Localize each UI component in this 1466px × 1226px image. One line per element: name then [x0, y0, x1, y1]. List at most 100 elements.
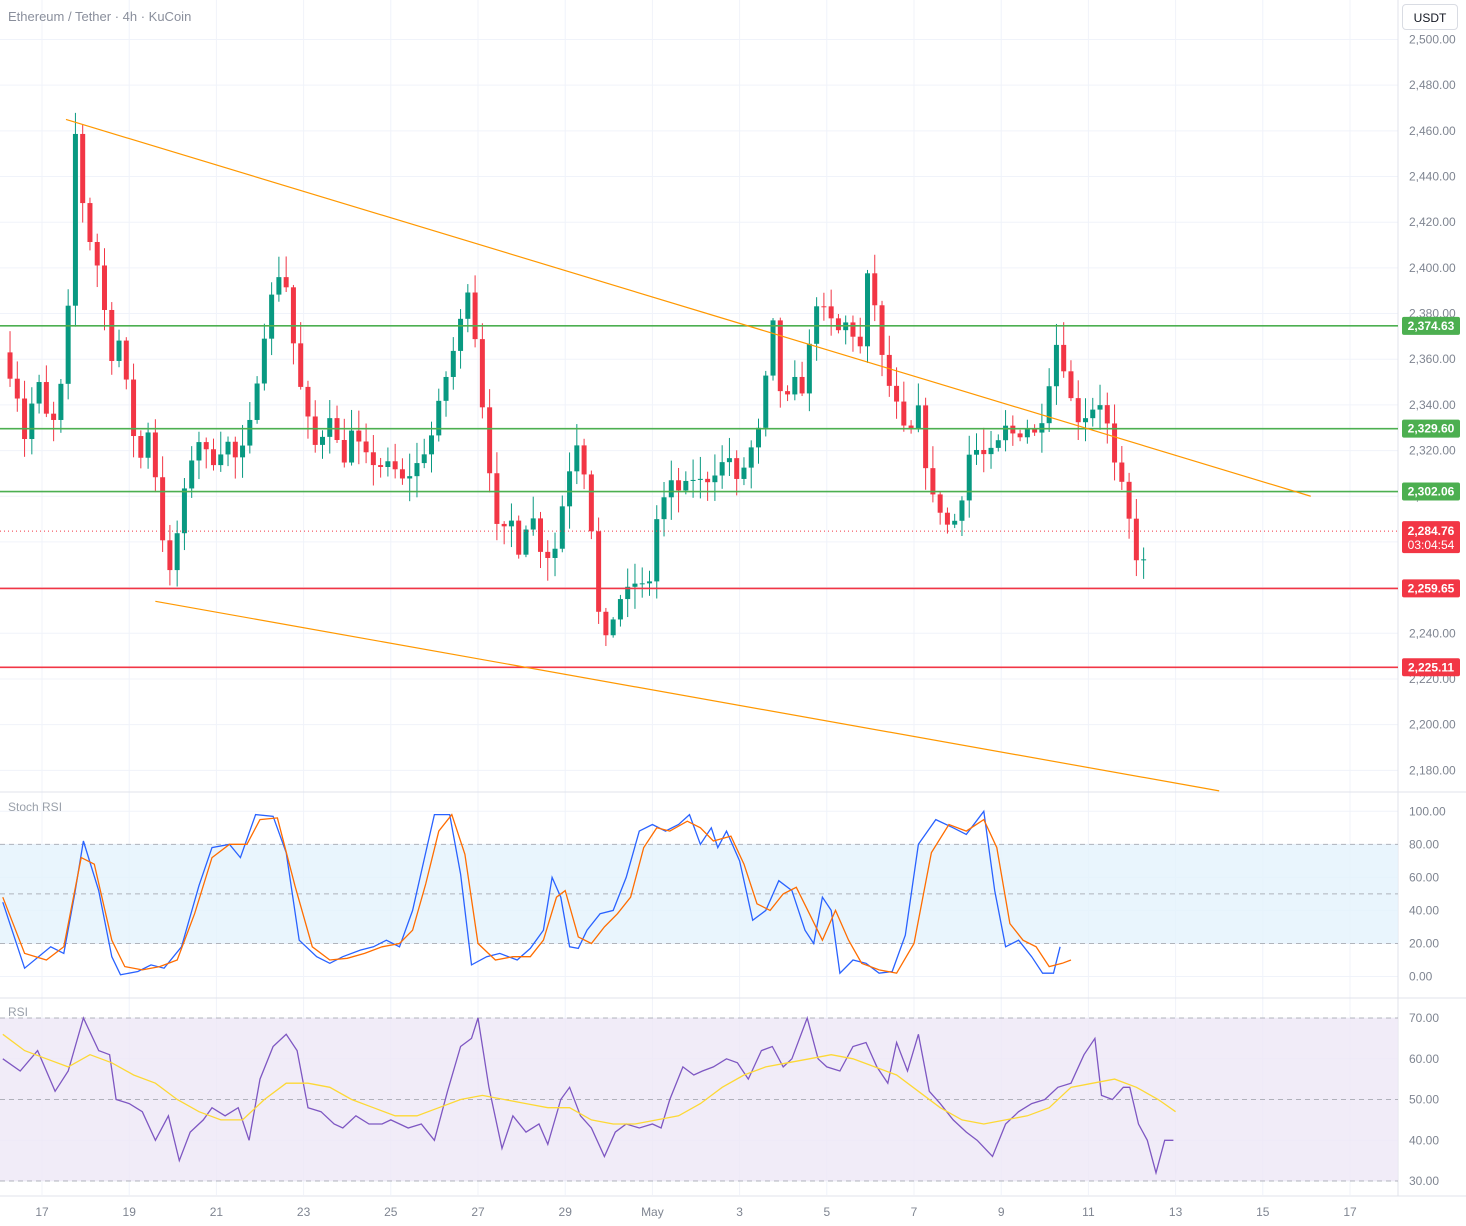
candle-down [51, 413, 57, 420]
indicator-lines [2, 809, 1176, 1176]
candle-down [1119, 462, 1125, 482]
candle-up [639, 583, 645, 585]
candle-down [392, 461, 398, 470]
candle-down [472, 292, 478, 340]
candle-up [218, 454, 224, 466]
candle-up [552, 548, 558, 558]
candle-down [603, 611, 609, 636]
candle-up [530, 518, 536, 530]
y-tick-label: 20.00 [1409, 936, 1439, 950]
candle-up [508, 520, 514, 527]
candle-down [857, 336, 863, 347]
candle-up [407, 476, 413, 479]
candle-up [225, 441, 231, 455]
candle-down [944, 512, 950, 525]
candle-down [290, 287, 296, 344]
x-tick-label: 11 [1082, 1205, 1095, 1219]
candle-up [1090, 409, 1096, 419]
x-tick-label: 17 [1343, 1205, 1357, 1219]
level-label-bg [1402, 316, 1460, 335]
y-tick-label: 2,500.00 [1409, 33, 1456, 47]
level-labels: 2,374.63 2,329.60 2,302.06 2,259.65 2,225.11… [1402, 316, 1460, 677]
candle-up [973, 449, 979, 455]
candle-up [1141, 559, 1147, 561]
candle-down [7, 352, 13, 379]
candle-down [777, 320, 783, 392]
candle-up [261, 338, 267, 384]
candle-up [763, 375, 769, 428]
candle-down [378, 465, 384, 467]
candle-up [276, 277, 282, 295]
candle-up [421, 454, 427, 464]
candle-down [908, 425, 914, 429]
candle-up [697, 478, 703, 480]
candle-down [370, 452, 376, 466]
candle-up [741, 467, 747, 479]
candle-down [923, 405, 929, 469]
x-tick-label: 21 [210, 1205, 224, 1219]
candle-up [189, 460, 195, 489]
candle-up [319, 436, 325, 445]
rsi-line [2, 1015, 1174, 1176]
candle-up [414, 463, 420, 477]
y-tick-label: 60.00 [1409, 1052, 1439, 1066]
candle-up [726, 458, 732, 463]
x-tick-label: 17 [35, 1205, 49, 1219]
x-tick-label: 29 [559, 1205, 573, 1219]
candle-up [240, 445, 246, 458]
y-tick-label: 2,440.00 [1409, 170, 1456, 184]
x-tick-label: 5 [823, 1205, 830, 1219]
candle-up [567, 471, 573, 507]
x-tick-label: 9 [998, 1205, 1005, 1219]
candle-up [661, 497, 667, 520]
candle-up [254, 383, 260, 420]
candle-up [806, 343, 812, 394]
candle-down [94, 242, 100, 266]
y-tick-label: 40.00 [1409, 903, 1439, 917]
candle-down [232, 441, 238, 458]
candle-down [545, 551, 551, 558]
candle-up [145, 432, 151, 458]
y-tick-label: 2,320.00 [1409, 444, 1456, 458]
candle-down [101, 265, 107, 310]
candle-down [487, 407, 493, 474]
candle-up [385, 461, 391, 467]
candle-down [123, 340, 129, 380]
candle-down [138, 436, 144, 458]
candle-down [821, 306, 827, 308]
rsi-ma-line [2, 1033, 1176, 1125]
candle-down [1133, 518, 1139, 561]
candle-up [755, 427, 761, 448]
x-tick-label: May [641, 1205, 664, 1219]
y-tick-label: 2,180.00 [1409, 763, 1456, 777]
candle-up [1082, 418, 1088, 423]
x-tick-label: 19 [123, 1205, 137, 1219]
candle-up [748, 447, 754, 468]
trendlines [65, 118, 1311, 792]
candle-down [1075, 398, 1081, 423]
candle-down [160, 477, 166, 541]
currency-button[interactable]: USDT [1402, 4, 1458, 30]
candle-up [683, 480, 689, 491]
y-tick-label: 40.00 [1409, 1133, 1439, 1147]
candle-down [734, 458, 740, 479]
rsi-title: RSI [8, 1005, 29, 1019]
y-tick-label: 80.00 [1409, 837, 1439, 851]
candle-up [1046, 386, 1052, 424]
candle-down [886, 354, 892, 386]
candle-down [22, 398, 28, 440]
candle-up [654, 519, 660, 582]
candle-up [617, 599, 623, 620]
level-label: 2,259.65 [1408, 581, 1455, 595]
candle-down [1068, 371, 1074, 399]
candle-up [196, 442, 202, 461]
symbol-title: Ethereum / Tether · 4h · KuCoin [8, 9, 192, 24]
y-tick-label: 2,420.00 [1409, 215, 1456, 229]
candle-up [269, 294, 275, 339]
candle-up [1097, 405, 1103, 410]
pane-reference-lines [0, 843, 1398, 1182]
x-tick-label: 23 [297, 1205, 311, 1219]
candle-down [850, 322, 856, 337]
candle-down [937, 494, 943, 513]
